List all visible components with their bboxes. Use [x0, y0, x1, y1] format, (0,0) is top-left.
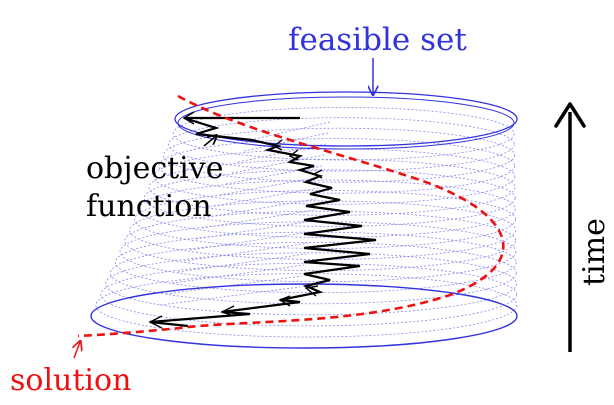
- feasible-set-layer: [143, 169, 516, 227]
- feasible-set-layer: [105, 252, 517, 316]
- feasible-set-layer: [167, 117, 515, 172]
- feasible-set-hatch: [213, 187, 319, 207]
- feasible-set-hatch: [189, 231, 311, 251]
- objective-pointer-arrow: [203, 136, 216, 147]
- feasible-set-hatch: [195, 220, 313, 240]
- feasible-set-layer: [100, 262, 518, 327]
- feasible-set-hatch: [249, 121, 331, 141]
- feasible-set-bottom-ellipse: [90, 283, 518, 349]
- feasible-set-hatch: [177, 253, 307, 273]
- feasible-set-hatch: [183, 242, 309, 262]
- feasible-set-layers: [95, 106, 518, 338]
- solution-label: solution: [10, 363, 131, 398]
- feasible-set-layer: [163, 127, 515, 183]
- feasible-set-layer: [172, 106, 515, 161]
- objective-arrowheads: [148, 111, 323, 329]
- feasible-set-layer: [95, 273, 518, 338]
- feasible-set-hatch: [207, 198, 317, 218]
- feasible-set-layer: [153, 148, 516, 205]
- objective-label-line1: objective: [86, 151, 223, 186]
- feasible-set-top-ellipse: [174, 91, 518, 147]
- feasible-set-layer: [158, 138, 516, 194]
- feasible-set-top-ellipse-inner: [177, 96, 515, 150]
- feasible-set-layer: [109, 242, 517, 305]
- feasible-set-hatch: [201, 209, 315, 229]
- feasible-set-hatch: [159, 286, 301, 306]
- feasible-set-hatch: [219, 176, 321, 196]
- time-arrowhead: [554, 102, 586, 128]
- solution-pointer-arrow: [74, 342, 80, 359]
- solution-path: [77, 94, 505, 338]
- feasible-set-label: feasible set: [288, 22, 467, 58]
- objective-label-line2: function: [86, 189, 212, 224]
- feasible-set-layer: [129, 200, 517, 260]
- time-label: time: [577, 218, 612, 286]
- feasible-set-layer: [138, 179, 516, 238]
